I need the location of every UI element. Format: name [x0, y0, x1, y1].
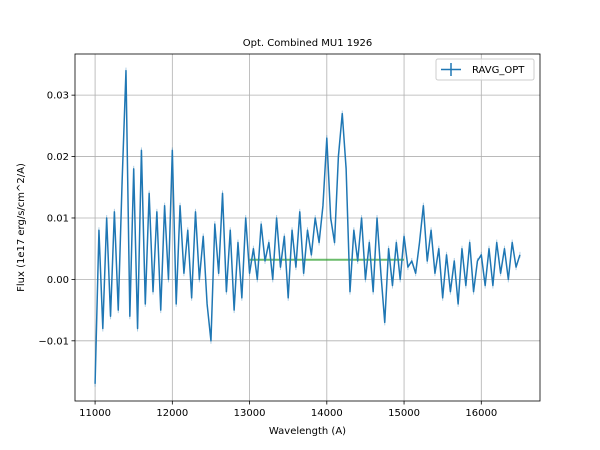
x-axis: 11000 12000 13000 14000 15000 16000 — [79, 401, 497, 419]
y-tick-label: 0.03 — [47, 91, 69, 102]
y-tick-label: −0.01 — [38, 336, 69, 347]
y-tick-label: 0.01 — [47, 213, 69, 224]
y-axis-label: Flux (1e17 erg/s/cm^2/A) — [16, 163, 27, 292]
x-tick-label: 12000 — [156, 408, 188, 419]
legend-frame — [435, 58, 535, 81]
x-axis-label: Wavelength (A) — [269, 426, 346, 437]
x-tick-label: 13000 — [234, 408, 266, 419]
x-tick-label: 15000 — [388, 408, 420, 419]
y-tick-label: 0.00 — [47, 275, 69, 286]
x-tick-label: 14000 — [311, 408, 343, 419]
plot-frame — [74, 53, 541, 402]
x-tick-label: 11000 — [79, 408, 111, 419]
y-tick-label: 0.02 — [47, 152, 69, 163]
x-tick-label: 16000 — [465, 408, 497, 419]
legend-label: RAVG_OPT — [472, 65, 525, 76]
legend: RAVG_OPT — [435, 58, 535, 81]
series-layer — [94, 67, 521, 387]
y-axis: −0.01 0.00 0.01 0.02 0.03 — [38, 91, 75, 347]
chart-title: Opt. Combined MU1 1926 — [243, 38, 372, 49]
